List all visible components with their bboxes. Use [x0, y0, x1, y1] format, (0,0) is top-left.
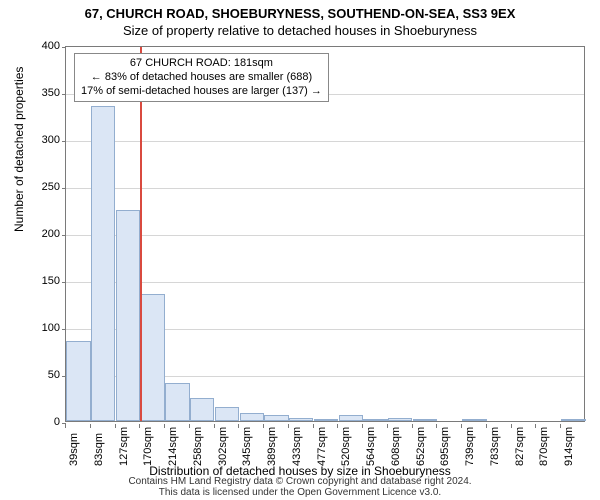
x-tick-label: 870sqm	[538, 427, 550, 466]
histogram-bar	[388, 418, 412, 421]
x-tick-label: 433sqm	[291, 427, 303, 466]
gridline	[66, 141, 584, 142]
x-tick-label: 695sqm	[439, 427, 451, 466]
x-tick-label: 564sqm	[365, 427, 377, 466]
histogram-bar	[116, 210, 140, 422]
x-tick-mark	[436, 424, 437, 428]
x-tick-mark	[412, 424, 413, 428]
x-tick-label: 783sqm	[489, 427, 501, 466]
footer-line: Contains HM Land Registry data © Crown c…	[0, 476, 600, 487]
x-tick-mark	[387, 424, 388, 428]
x-tick-mark	[263, 424, 264, 428]
x-tick-label: 652sqm	[415, 427, 427, 466]
annotation-box: 67 CHURCH ROAD: 181sqm← 83% of detached …	[74, 53, 329, 102]
histogram-bar	[561, 419, 585, 421]
x-tick-mark	[560, 424, 561, 428]
x-tick-label: 345sqm	[241, 427, 253, 466]
x-tick-label: 914sqm	[563, 427, 575, 466]
annotation-line: 67 CHURCH ROAD: 181sqm	[81, 57, 322, 71]
x-tick-mark	[115, 424, 116, 428]
y-tick-label: 400	[20, 40, 60, 52]
x-tick-label: 127sqm	[118, 427, 130, 466]
chart-title-line2: Size of property relative to detached ho…	[0, 23, 600, 38]
y-tick-label: 150	[20, 275, 60, 287]
chart-title-line1: 67, CHURCH ROAD, SHOEBURYNESS, SOUTHEND-…	[0, 6, 600, 21]
x-tick-mark	[288, 424, 289, 428]
histogram-bar	[289, 418, 313, 421]
chart-title-block: 67, CHURCH ROAD, SHOEBURYNESS, SOUTHEND-…	[0, 0, 600, 38]
x-tick-label: 83sqm	[93, 433, 105, 466]
histogram-bar	[339, 415, 363, 421]
y-tick-label: 350	[20, 87, 60, 99]
y-tick-label: 250	[20, 181, 60, 193]
y-tick-mark	[62, 329, 66, 330]
x-tick-mark	[189, 424, 190, 428]
x-tick-label: 827sqm	[514, 427, 526, 466]
x-tick-mark	[362, 424, 363, 428]
annotation-line: 17% of semi-detached houses are larger (…	[81, 85, 322, 99]
histogram-bar	[264, 415, 288, 421]
y-tick-label: 300	[20, 134, 60, 146]
footer-line: This data is licensed under the Open Gov…	[0, 487, 600, 498]
annotation-line: ← 83% of detached houses are smaller (68…	[81, 71, 322, 85]
x-tick-label: 39sqm	[68, 433, 80, 466]
y-tick-mark	[62, 141, 66, 142]
x-tick-label: 608sqm	[390, 427, 402, 466]
histogram-bar	[413, 419, 437, 421]
histogram-bar	[165, 383, 189, 421]
y-tick-mark	[62, 282, 66, 283]
x-tick-label: 477sqm	[316, 427, 328, 466]
x-tick-label: 214sqm	[167, 427, 179, 466]
x-tick-mark	[238, 424, 239, 428]
x-tick-mark	[511, 424, 512, 428]
x-tick-mark	[337, 424, 338, 428]
y-tick-label: 100	[20, 322, 60, 334]
histogram-bar	[314, 419, 338, 421]
x-tick-label: 520sqm	[340, 427, 352, 466]
x-tick-label: 302sqm	[217, 427, 229, 466]
chart-area: 67 CHURCH ROAD: 181sqm← 83% of detached …	[65, 46, 585, 422]
histogram-bar	[141, 294, 165, 421]
y-tick-label: 50	[20, 369, 60, 381]
x-tick-mark	[139, 424, 140, 428]
x-tick-mark	[535, 424, 536, 428]
histogram-bar	[215, 407, 239, 421]
x-tick-mark	[214, 424, 215, 428]
footer-attribution: Contains HM Land Registry data © Crown c…	[0, 476, 600, 498]
histogram-bar	[190, 398, 214, 422]
x-tick-label: 258sqm	[192, 427, 204, 466]
y-tick-label: 0	[20, 416, 60, 428]
histogram-bar	[363, 419, 387, 421]
histogram-bar	[66, 341, 90, 421]
x-tick-label: 739sqm	[464, 427, 476, 466]
property-marker-line	[140, 47, 142, 421]
x-tick-mark	[486, 424, 487, 428]
x-tick-mark	[461, 424, 462, 428]
x-tick-mark	[164, 424, 165, 428]
y-tick-mark	[62, 47, 66, 48]
x-tick-label: 389sqm	[266, 427, 278, 466]
y-tick-mark	[62, 94, 66, 95]
x-tick-mark	[90, 424, 91, 428]
histogram-bar	[240, 413, 264, 421]
y-tick-mark	[62, 235, 66, 236]
gridline	[66, 235, 584, 236]
y-tick-mark	[62, 188, 66, 189]
histogram-bar	[91, 106, 115, 421]
y-tick-label: 200	[20, 228, 60, 240]
gridline	[66, 188, 584, 189]
x-tick-mark	[65, 424, 66, 428]
histogram-bar	[462, 419, 486, 421]
gridline	[66, 282, 584, 283]
x-tick-mark	[313, 424, 314, 428]
plot-region: 67 CHURCH ROAD: 181sqm← 83% of detached …	[65, 46, 585, 422]
x-tick-label: 170sqm	[142, 427, 154, 466]
